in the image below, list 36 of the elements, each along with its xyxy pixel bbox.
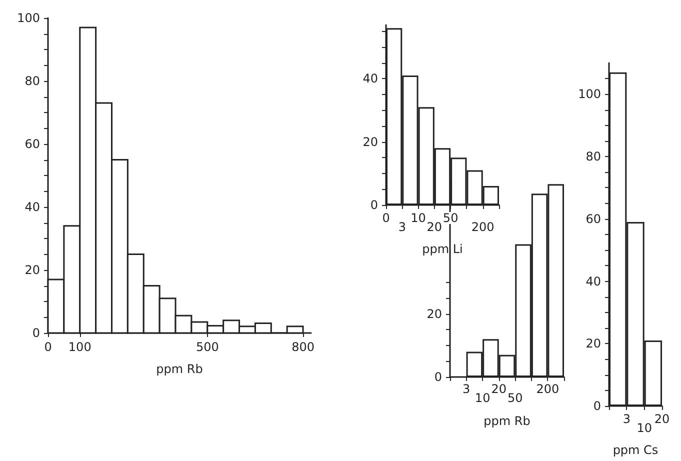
text: 10 <box>636 421 652 435</box>
text: 200 <box>536 382 560 396</box>
x-tick-label: 0 <box>44 340 52 354</box>
y-tick-label: 80 <box>24 74 40 88</box>
x-axis-title: ppm Li <box>422 242 463 256</box>
text: 20 <box>654 412 670 426</box>
y-tick-label: 60 <box>586 212 601 226</box>
y-tick-label: 60 <box>24 137 40 151</box>
x-tick-label: 100 <box>68 340 92 354</box>
y-tick-label: 0 <box>32 326 40 340</box>
y-tick-label: 100 <box>578 87 601 102</box>
y-tick-label: 100 <box>17 11 40 25</box>
text: 10 <box>410 211 426 225</box>
y-tick-label: 40 <box>362 72 378 86</box>
x-axis-title: ppm Rb <box>156 362 203 376</box>
x-tick-label: 500 <box>196 340 219 354</box>
x-axis-title: ppm Rb <box>484 414 530 428</box>
text: 20 <box>491 382 506 396</box>
y-tick-label: 0 <box>370 198 378 212</box>
y-tick-label: 40 <box>24 200 40 214</box>
y-tick-label: 20 <box>24 263 40 277</box>
y-tick-label: 20 <box>362 134 378 149</box>
text: 0 <box>382 211 390 225</box>
y-tick-label: 40 <box>586 274 601 288</box>
text: 3 <box>462 382 470 396</box>
text: 3 <box>622 412 630 426</box>
x-tick-label: 800 <box>292 340 314 354</box>
y-tick-label: 0 <box>593 399 601 413</box>
y-tick-label: 20 <box>586 336 601 351</box>
y-tick-label: 80 <box>586 150 601 164</box>
text: 50 <box>508 391 523 405</box>
annotation: 200 <box>471 220 494 234</box>
annotation: 50 <box>442 211 458 225</box>
text: 3 <box>398 220 406 234</box>
text: 10 <box>474 391 490 405</box>
x-axis-title: ppm Cs <box>612 443 658 457</box>
